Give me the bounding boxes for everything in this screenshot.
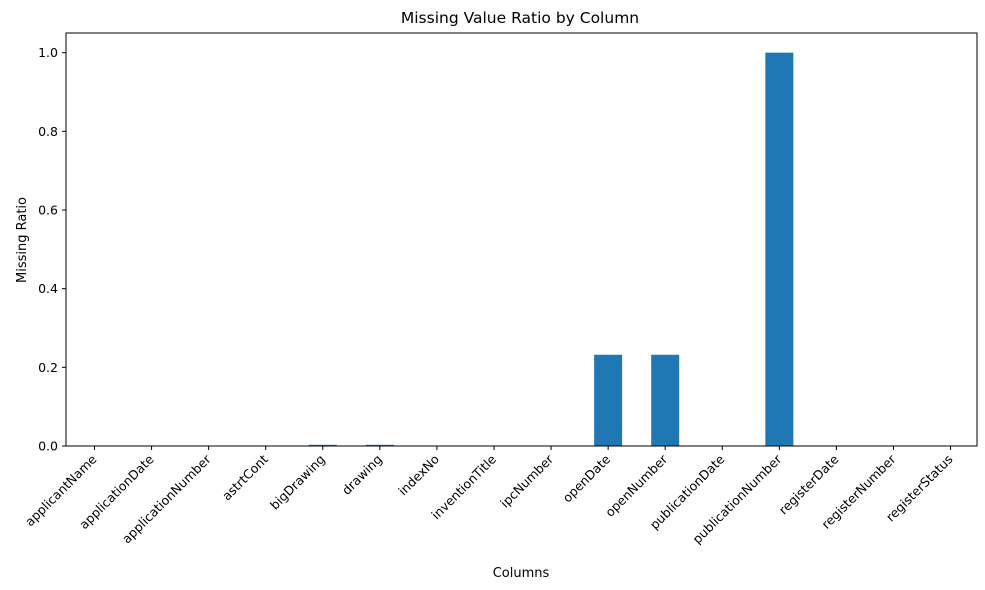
y-axis-title: Missing Ratio — [15, 197, 30, 283]
y-tick-label: 0.2 — [38, 360, 58, 375]
x-tick-label: openDate — [559, 451, 613, 505]
x-axis-title: Columns — [493, 566, 550, 581]
y-tick-label: 0.0 — [38, 439, 58, 454]
y-tick-label: 0.4 — [38, 281, 58, 296]
y-tick-label: 0.8 — [38, 124, 58, 139]
x-tick-label: indexNo — [395, 452, 442, 499]
bar-publicationNumber — [765, 53, 793, 446]
bar-openDate — [594, 355, 622, 446]
x-tick-label: bigDrawing — [267, 452, 328, 513]
x-axis: applicantNameapplicationDateapplicationN… — [22, 446, 956, 547]
y-tick-label: 1.0 — [38, 45, 58, 60]
x-tick-label: ipcNumber — [497, 451, 557, 511]
plot-frame — [66, 33, 977, 446]
y-axis: 0.0 0.2 0.4 0.6 0.8 1.0 — [38, 45, 66, 453]
x-tick-label: drawing — [339, 452, 385, 498]
bars-layer — [309, 53, 794, 446]
chart-title: Missing Value Ratio by Column — [401, 9, 639, 27]
y-tick-label: 0.6 — [38, 203, 58, 218]
bar-openNumber — [651, 355, 679, 446]
x-tick-label: astrtCont — [219, 451, 271, 503]
